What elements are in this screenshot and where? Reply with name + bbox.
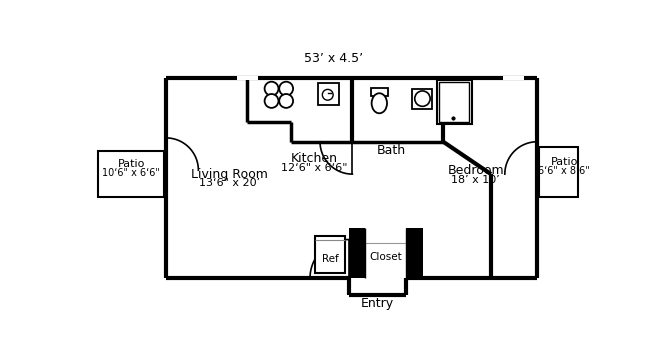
Text: 6‘6" x 8‘6": 6‘6" x 8‘6" (538, 166, 590, 176)
Bar (318, 83, 339, 105)
Circle shape (280, 82, 293, 95)
Text: Closet: Closet (369, 252, 402, 262)
Text: Patio: Patio (118, 159, 145, 169)
Bar (540, 147, 578, 197)
Circle shape (322, 89, 333, 100)
Text: 12‘6" x 6‘6": 12‘6" x 6‘6" (281, 163, 347, 173)
Bar (371, 88, 388, 96)
Text: Ref: Ref (322, 254, 339, 264)
Text: Bedroom: Bedroom (447, 164, 504, 177)
Circle shape (265, 94, 278, 108)
Text: 13‘6" x 20’: 13‘6" x 20’ (199, 178, 260, 188)
Text: Living Room: Living Room (190, 168, 268, 181)
Text: Patio: Patio (551, 157, 578, 167)
Text: 53’ x 4.5’: 53’ x 4.5’ (304, 52, 363, 65)
Circle shape (280, 94, 293, 108)
Bar (315, 236, 344, 273)
Bar (502, 76, 524, 80)
Text: Bath: Bath (376, 144, 406, 157)
Bar (348, 228, 365, 278)
Bar (439, 82, 469, 122)
Circle shape (415, 91, 430, 106)
Bar (413, 89, 432, 109)
Text: 18’ x 10’: 18’ x 10’ (451, 175, 500, 185)
Bar (406, 228, 423, 278)
Bar (437, 80, 472, 124)
Bar (237, 76, 259, 80)
Text: Kitchen: Kitchen (291, 152, 337, 165)
Circle shape (265, 82, 278, 95)
Bar (365, 228, 406, 278)
Ellipse shape (372, 93, 387, 113)
Text: Entry: Entry (361, 297, 394, 310)
Bar (98, 151, 164, 197)
Text: 10‘6" x 6‘6": 10‘6" x 6‘6" (103, 167, 161, 177)
